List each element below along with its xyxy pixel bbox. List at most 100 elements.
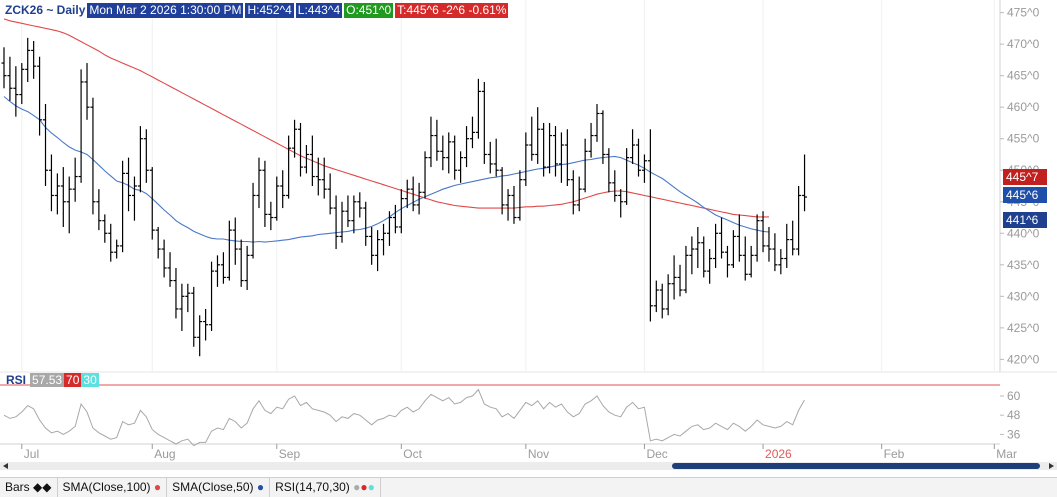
- price-tick-label: 440^0: [1007, 226, 1040, 240]
- rsi-tick-label: 60: [1007, 389, 1021, 403]
- price-tick-label: 460^0: [1007, 100, 1040, 114]
- price-tick-label: 470^0: [1007, 37, 1040, 51]
- sma-100-line: [3, 18, 769, 218]
- ohlc-bar: [126, 157, 132, 212]
- ohlc-bar: [161, 239, 167, 278]
- rsi-title: RSI: [6, 373, 27, 387]
- ohlc-bar: [796, 186, 802, 256]
- symbol-label: ZCK26 ~ Daily: [3, 3, 88, 18]
- ohlc-bar: [386, 211, 392, 246]
- rsi-header: RSI 57.53 70 30: [4, 373, 99, 387]
- ohlc-bar: [25, 37, 31, 82]
- ohlc-bar: [31, 40, 37, 79]
- ohlc-bar: [594, 104, 600, 142]
- time-tick-label: Dec: [646, 447, 667, 461]
- ohlc-bar: [511, 186, 517, 224]
- ohlc-bar: [404, 179, 410, 209]
- ohlc-bar: [149, 167, 155, 240]
- ohlc-bar: [636, 138, 642, 177]
- ohlc-bar: [505, 189, 511, 221]
- scroll-left-icon[interactable]: [3, 463, 8, 469]
- ohlc-bar: [72, 157, 78, 202]
- ohlc-bar: [43, 104, 49, 186]
- price-tag-label: 445^7: [1006, 170, 1039, 184]
- time-tick-label: 2026: [765, 447, 792, 461]
- scroll-thumb[interactable]: [672, 463, 1040, 469]
- sma-50-path: [3, 96, 770, 243]
- tab-bars[interactable]: Bars ◆◆: [0, 478, 58, 497]
- ohlc-bar: [523, 132, 529, 186]
- ohlc-bar: [173, 267, 179, 319]
- ohlc-bar: [274, 176, 280, 221]
- ohlc-bar: [256, 157, 262, 209]
- price-tag: 445^7: [1003, 169, 1047, 185]
- ohlc-bar: [78, 69, 84, 183]
- ohlc-bar: [677, 264, 683, 297]
- ohlc-bar: [214, 255, 220, 287]
- ohlc-bar: [286, 135, 292, 199]
- ohlc-bar: [730, 230, 736, 268]
- ohlc-bar: [238, 239, 244, 287]
- ohlc-bar: [802, 154, 808, 212]
- price-axis[interactable]: 475^0470^0465^0460^0455^0450^0445^0440^0…: [1000, 6, 1040, 367]
- ohlc-bar: [167, 252, 173, 287]
- price-tag: 445^6: [1003, 187, 1047, 203]
- ohlc-bar: [339, 201, 345, 243]
- high-label: H:452^4: [245, 3, 294, 18]
- ohlc-bar: [558, 132, 564, 183]
- ohlc-bar: [1, 47, 7, 89]
- tab-rsi[interactable]: RSI(14,70,30) ●●●: [270, 478, 381, 497]
- scroll-right-icon[interactable]: [1049, 463, 1054, 469]
- ohlc-bar: [244, 245, 250, 291]
- price-tag-label: 445^6: [1006, 188, 1039, 202]
- ohlc-bar: [179, 283, 185, 332]
- price-tick-label: 465^0: [1007, 69, 1040, 83]
- ohlc-bar: [357, 192, 363, 218]
- horizontal-scrollbar[interactable]: [0, 462, 1057, 470]
- price-tag-bg: [1003, 212, 1047, 228]
- time-tick-label: Jul: [24, 447, 39, 461]
- ohlc-bar: [37, 56, 43, 136]
- ohlc-bar: [588, 122, 594, 158]
- ohlc-bar: [600, 110, 606, 164]
- ohlc-bar: [624, 148, 630, 205]
- time-axis[interactable]: Jul Aug Sep Oct Nov Dec 2026 Feb Mar: [21, 444, 1017, 461]
- ohlc-bar: [333, 195, 339, 250]
- tab-sma-50[interactable]: SMA(Close,50) ●: [167, 478, 271, 497]
- ohlc-bar: [748, 245, 754, 278]
- ohlc-bar: [375, 230, 381, 272]
- ohlc-bar: [66, 176, 72, 234]
- price-tags: 445^7 445^6 441^6: [1003, 169, 1047, 228]
- ohlc-bar: [647, 129, 653, 322]
- ohlc-bar: [641, 154, 647, 183]
- ohlc-bar: [185, 283, 191, 313]
- ohlc-bar: [60, 167, 66, 227]
- rsi-tick-label: 48: [1007, 408, 1021, 422]
- ohlc-bar: [292, 119, 298, 158]
- ohlc-bar: [226, 220, 232, 281]
- ohlc-bar: [707, 249, 713, 284]
- tab-sma-100[interactable]: SMA(Close,100) ●: [58, 478, 168, 497]
- rsi-tick-label: 36: [1007, 427, 1021, 441]
- ohlc-bar: [576, 176, 582, 212]
- ohlc-bar: [392, 204, 398, 234]
- ohlc-bar: [458, 151, 464, 183]
- ohlc-bar: [754, 214, 760, 262]
- ohlc-bar: [541, 122, 547, 177]
- rsi-line: [3, 388, 805, 447]
- ohlc-bar: [19, 63, 25, 105]
- ohlc-bar: [760, 211, 766, 253]
- rsi-panel: 60 48 36: [3, 388, 1021, 447]
- ohlc-bar: [487, 141, 493, 174]
- ohlc-bar: [191, 286, 197, 347]
- ohlc-bar: [197, 315, 203, 357]
- ohlc-bar: [683, 245, 689, 294]
- ohlc-bar: [517, 170, 523, 221]
- ohlc-bar: [695, 226, 701, 268]
- color-dots-icon: ●: [353, 480, 361, 494]
- ohlc-bar: [143, 129, 149, 183]
- chart-header: ZCK26 ~ Daily Mon Mar 2 2026 1:30:00 PM …: [3, 3, 509, 18]
- indicator-tabs: Bars ◆◆ SMA(Close,100) ● SMA(Close,50) ●…: [0, 477, 1057, 497]
- rsi-value: 57.53: [30, 373, 65, 387]
